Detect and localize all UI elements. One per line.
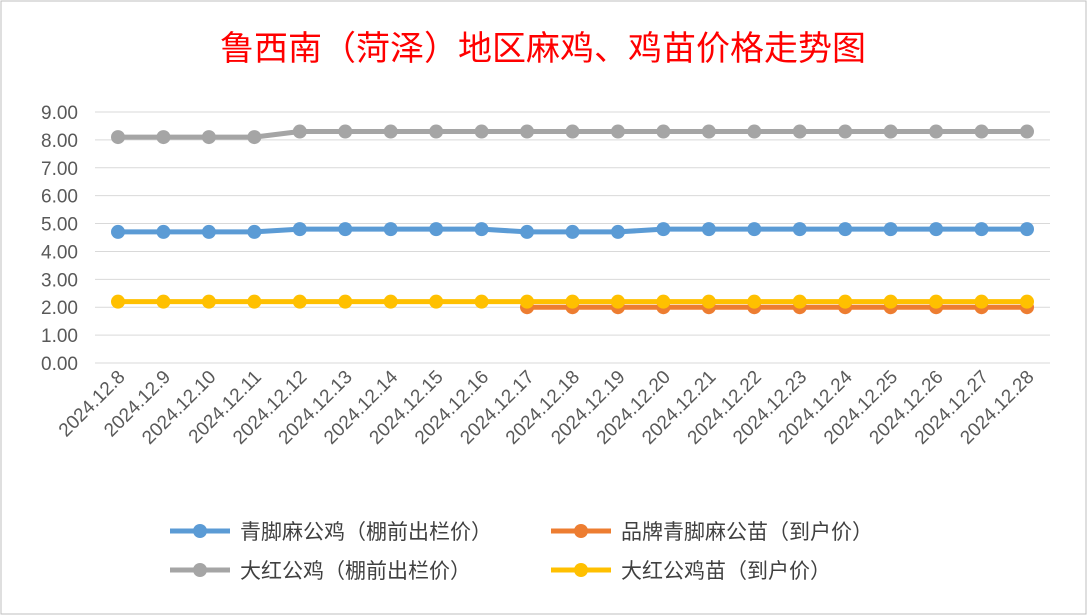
legend-label: 大红公鸡苗（到户价）: [621, 559, 831, 583]
data-point: [1020, 222, 1034, 237]
data-point: [656, 124, 671, 139]
data-point: [883, 222, 898, 237]
data-point: [201, 130, 216, 145]
data-point: [156, 130, 171, 145]
data-point: [883, 294, 898, 309]
data-point: [701, 124, 716, 139]
legend-label: 品牌青脚麻公苗（到户价）: [621, 520, 873, 544]
data-point: [747, 294, 762, 309]
data-point: [247, 130, 262, 145]
chart-title: 鲁西南（菏泽）地区麻鸡、鸡苗价格走势图: [220, 29, 866, 69]
data-point: [474, 294, 489, 309]
data-point: [383, 124, 398, 139]
data-point: [1020, 294, 1034, 309]
data-point: [610, 124, 625, 139]
series-2: [111, 124, 1034, 145]
data-point: [520, 294, 535, 309]
data-point: [201, 224, 216, 239]
data-point: [974, 124, 989, 139]
series-0: [111, 222, 1034, 239]
data-point: [1020, 124, 1034, 139]
data-point: [292, 124, 307, 139]
legend-item: 青脚麻公鸡（棚前出栏价）: [170, 520, 492, 544]
data-point: [838, 294, 853, 309]
data-point: [792, 294, 807, 309]
data-point: [974, 222, 989, 237]
data-point: [338, 294, 353, 309]
legend-marker: [574, 563, 588, 577]
data-point: [429, 124, 444, 139]
data-point: [156, 224, 171, 239]
legend-item: 大红公鸡（棚前出栏价）: [170, 559, 471, 583]
data-point: [247, 224, 262, 239]
data-point: [838, 124, 853, 139]
data-point: [156, 294, 171, 309]
data-point: [383, 222, 398, 237]
data-point: [520, 124, 535, 139]
legend-item: 品牌青脚麻公苗（到户价）: [551, 520, 873, 544]
series-layer: [111, 124, 1034, 315]
y-tick-label: 3.00: [41, 270, 78, 291]
y-tick-label: 2.00: [41, 298, 78, 319]
y-tick-label: 8.00: [41, 131, 78, 152]
y-tick-label: 9.00: [41, 103, 78, 124]
data-point: [747, 124, 762, 139]
data-point: [883, 124, 898, 139]
data-point: [656, 222, 671, 237]
data-point: [338, 222, 353, 237]
data-point: [383, 294, 398, 309]
data-point: [474, 124, 489, 139]
data-point: [565, 294, 580, 309]
data-point: [792, 124, 807, 139]
data-point: [565, 224, 580, 239]
data-point: [338, 124, 353, 139]
data-point: [929, 124, 944, 139]
data-point: [111, 294, 125, 309]
data-point: [292, 294, 307, 309]
data-point: [111, 130, 125, 145]
y-tick-label: 5.00: [41, 215, 78, 236]
series-3: [111, 294, 1034, 309]
legend-label: 大红公鸡（棚前出栏价）: [240, 559, 471, 583]
legend: 青脚麻公鸡（棚前出栏价） 品牌青脚麻公苗（到户价） 大红公鸡（棚前出栏价） 大红公鸡苗…: [170, 520, 873, 583]
data-point: [838, 222, 853, 237]
legend-marker: [574, 524, 588, 538]
data-point: [429, 294, 444, 309]
data-point: [747, 222, 762, 237]
data-point: [201, 294, 216, 309]
data-point: [474, 222, 489, 237]
data-point: [701, 222, 716, 237]
data-point: [247, 294, 262, 309]
y-tick-label: 0.00: [41, 354, 78, 375]
y-axis-ticks: 0.00 1.00 2.00 3.00 4.00 5.00 6.00 7.00 8.00 9.00: [41, 103, 78, 375]
data-point: [429, 222, 444, 237]
data-point: [929, 294, 944, 309]
data-point: [520, 224, 535, 239]
data-point: [292, 222, 307, 237]
y-tick-label: 1.00: [41, 326, 78, 347]
data-point: [792, 222, 807, 237]
data-point: [974, 294, 989, 309]
legend-label: 青脚麻公鸡（棚前出栏价）: [240, 520, 492, 544]
y-tick-label: 6.00: [41, 187, 78, 208]
data-point: [929, 222, 944, 237]
data-point: [111, 224, 125, 239]
data-point: [656, 294, 671, 309]
legend-marker: [193, 563, 207, 577]
y-tick-label: 4.00: [41, 242, 78, 263]
data-point: [610, 224, 625, 239]
legend-marker: [193, 524, 207, 538]
data-point: [610, 294, 625, 309]
data-point: [701, 294, 716, 309]
data-point: [565, 124, 580, 139]
legend-item: 大红公鸡苗（到户价）: [551, 559, 831, 583]
y-tick-label: 7.00: [41, 159, 78, 180]
